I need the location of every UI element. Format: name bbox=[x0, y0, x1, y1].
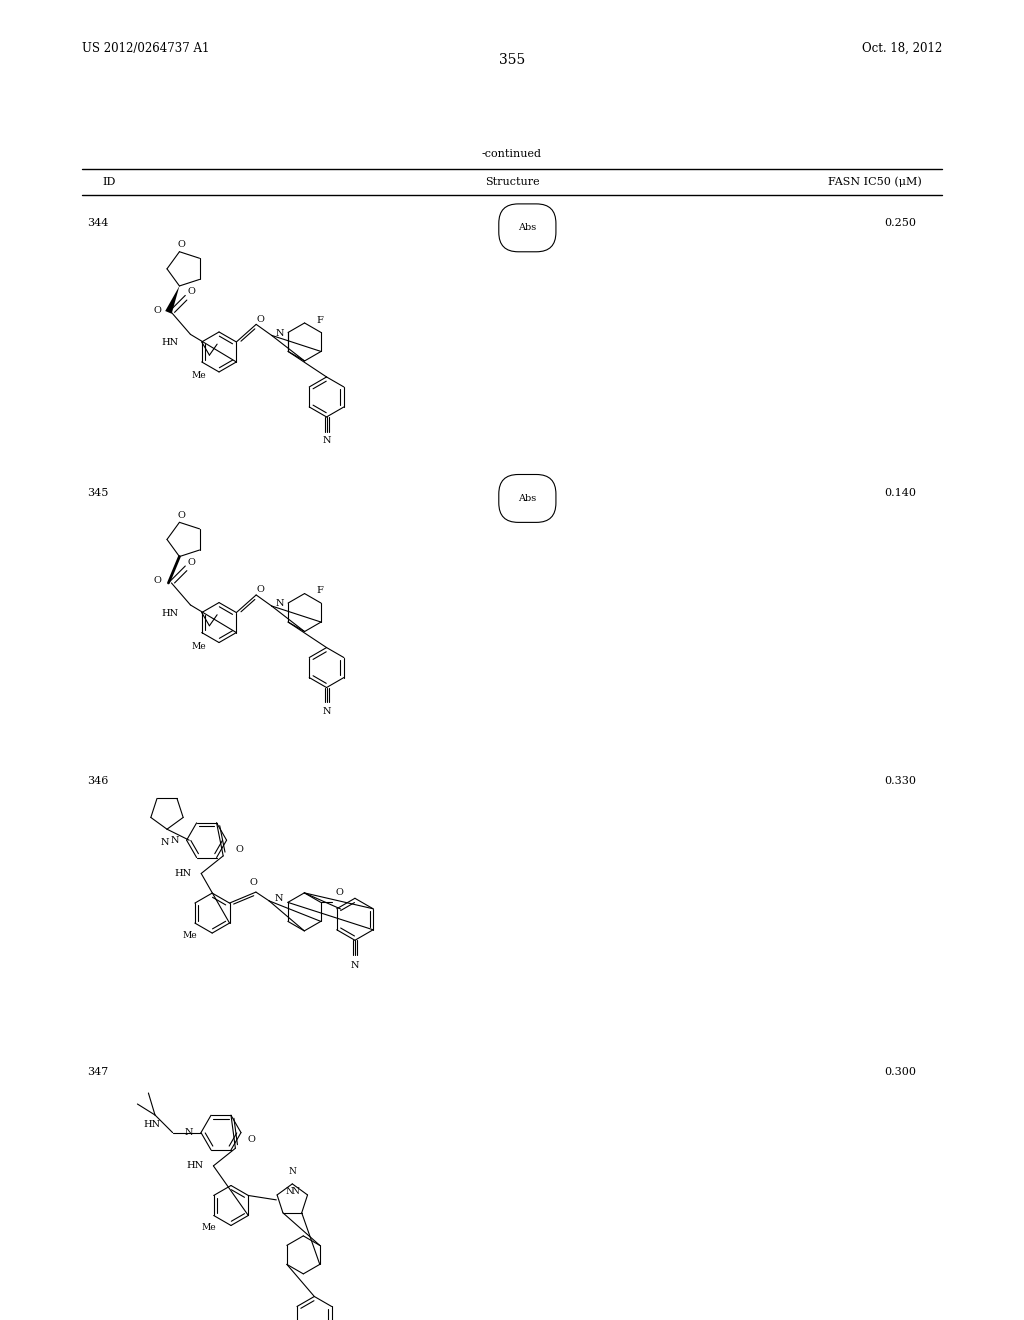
Text: N: N bbox=[170, 836, 178, 845]
Polygon shape bbox=[165, 286, 179, 314]
Text: O: O bbox=[256, 315, 264, 323]
Text: 0.250: 0.250 bbox=[885, 218, 916, 228]
Text: Oct. 18, 2012: Oct. 18, 2012 bbox=[862, 42, 942, 55]
Text: 347: 347 bbox=[87, 1067, 109, 1077]
Text: N: N bbox=[350, 961, 359, 970]
Text: Me: Me bbox=[182, 931, 198, 940]
Text: F: F bbox=[316, 586, 323, 595]
Text: FASN IC50 (μM): FASN IC50 (μM) bbox=[827, 177, 922, 187]
Text: N: N bbox=[184, 1129, 193, 1137]
Text: O: O bbox=[154, 306, 162, 315]
Text: Abs: Abs bbox=[518, 223, 537, 232]
Text: N: N bbox=[292, 1188, 300, 1196]
Text: O: O bbox=[248, 1135, 255, 1144]
Text: 0.300: 0.300 bbox=[885, 1067, 916, 1077]
Text: 0.330: 0.330 bbox=[885, 776, 916, 787]
Text: O: O bbox=[250, 878, 258, 887]
Text: Abs: Abs bbox=[518, 494, 537, 503]
Text: 0.140: 0.140 bbox=[885, 488, 916, 499]
Text: N: N bbox=[274, 895, 283, 903]
Text: O: O bbox=[187, 288, 196, 297]
Text: N: N bbox=[285, 1188, 293, 1196]
Text: O: O bbox=[187, 558, 196, 568]
Text: -continued: -continued bbox=[482, 149, 542, 160]
Text: O: O bbox=[177, 240, 185, 249]
Text: N: N bbox=[323, 436, 331, 445]
Text: F: F bbox=[316, 315, 323, 325]
Text: Me: Me bbox=[191, 371, 206, 380]
Text: Me: Me bbox=[202, 1224, 216, 1233]
Text: US 2012/0264737 A1: US 2012/0264737 A1 bbox=[82, 42, 209, 55]
Text: N: N bbox=[275, 599, 284, 609]
Text: 346: 346 bbox=[87, 776, 109, 787]
Text: 345: 345 bbox=[87, 488, 109, 499]
Text: HN: HN bbox=[143, 1119, 161, 1129]
Text: O: O bbox=[336, 888, 344, 898]
Text: HN: HN bbox=[162, 609, 178, 618]
Text: O: O bbox=[177, 511, 185, 520]
Text: 344: 344 bbox=[87, 218, 109, 228]
Text: 355: 355 bbox=[499, 53, 525, 67]
Text: HN: HN bbox=[162, 338, 178, 347]
Text: O: O bbox=[256, 586, 264, 594]
Text: O: O bbox=[154, 577, 162, 586]
Text: ID: ID bbox=[102, 177, 116, 187]
Text: O: O bbox=[236, 845, 243, 854]
Text: HN: HN bbox=[174, 869, 191, 878]
Text: Structure: Structure bbox=[484, 177, 540, 187]
Text: HN: HN bbox=[186, 1162, 204, 1171]
Text: N: N bbox=[161, 838, 169, 847]
Text: N: N bbox=[289, 1167, 296, 1176]
Text: Me: Me bbox=[191, 642, 206, 651]
Text: N: N bbox=[275, 329, 284, 338]
Text: N: N bbox=[323, 706, 331, 715]
